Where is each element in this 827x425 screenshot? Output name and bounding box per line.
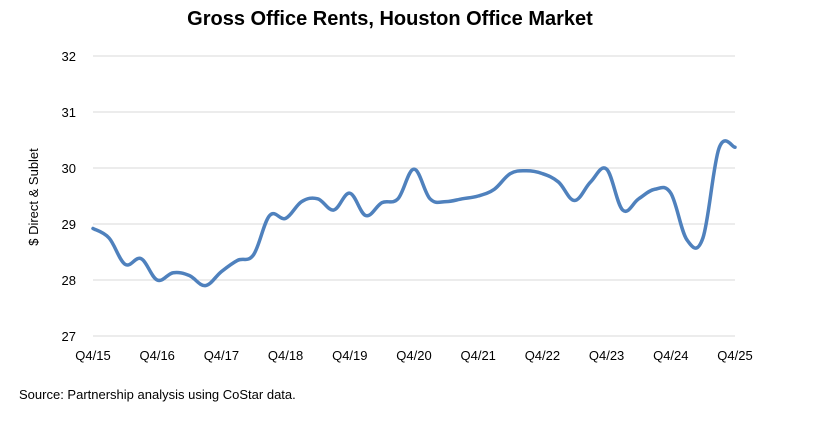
x-axis-ticks: Q4/15 Q4/16 Q4/17 Q4/18 Q4/19 Q4/20 Q4/21 Q4/22…: [75, 348, 752, 363]
gridlines: [93, 55, 735, 337]
source-note: Source: Partnership analysis using CoSta…: [19, 387, 296, 402]
series-line: [91, 139, 737, 288]
x-tick-label: Q4/23: [589, 348, 624, 363]
y-tick-label: 32: [62, 49, 76, 64]
x-tick-label: Q4/25: [717, 348, 752, 363]
x-tick-label: Q4/15: [75, 348, 110, 363]
x-tick-label: Q4/17: [204, 348, 239, 363]
y-tick-label: 29: [62, 217, 76, 232]
x-tick-label: Q4/18: [268, 348, 303, 363]
y-tick-label: 31: [62, 105, 76, 120]
x-tick-label: Q4/21: [460, 348, 495, 363]
y-tick-label: 28: [62, 273, 76, 288]
x-tick-label: Q4/24: [653, 348, 688, 363]
y-axis-label: $ Direct & Sublet: [26, 148, 41, 246]
x-tick-label: Q4/20: [396, 348, 431, 363]
chart-title: Gross Office Rents, Houston Office Marke…: [187, 8, 593, 30]
x-tick-label: Q4/19: [332, 348, 367, 363]
y-tick-label: 27: [62, 329, 76, 344]
y-axis-ticks: 27 28 29 30 31 32: [62, 49, 76, 344]
x-tick-label: Q4/16: [139, 348, 174, 363]
y-tick-label: 30: [62, 161, 76, 176]
x-tick-label: Q4/22: [525, 348, 560, 363]
